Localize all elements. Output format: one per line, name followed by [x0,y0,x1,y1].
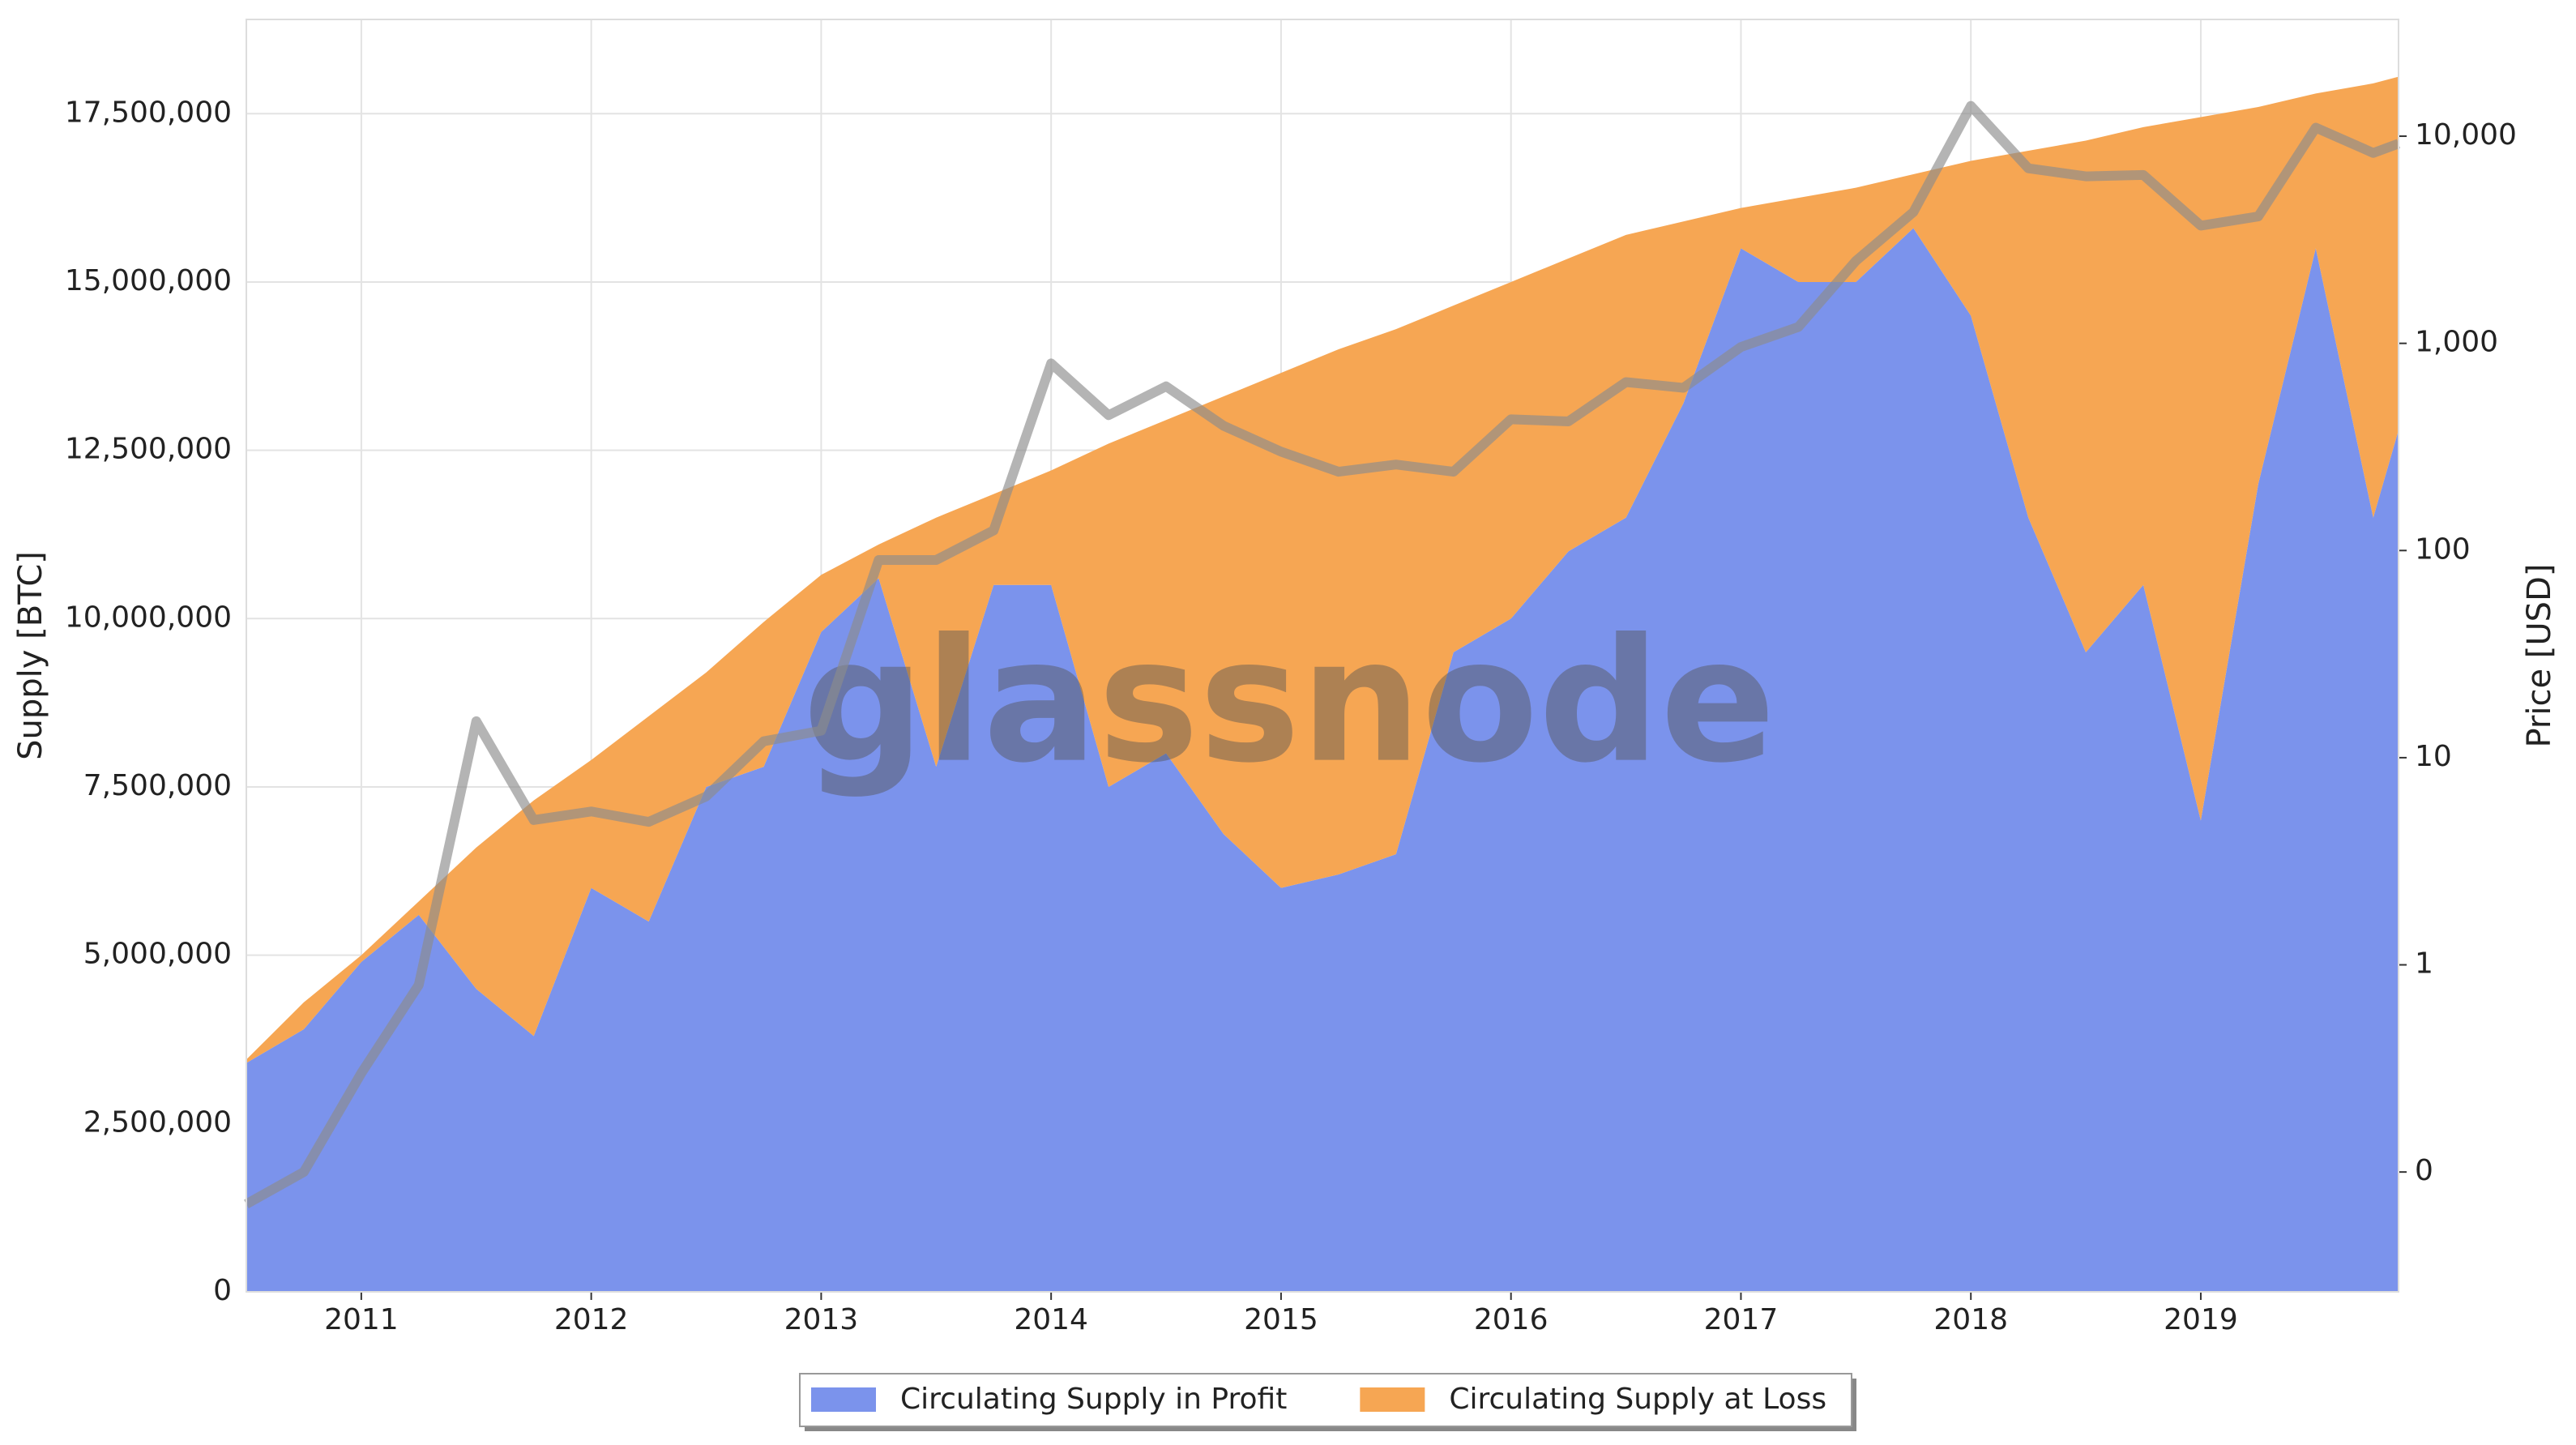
watermark: glassnode [803,602,1776,801]
x-tick-label: 2017 [1704,1303,1779,1336]
price-line [244,100,2401,1208]
y-tick-label: 12,500,000 [65,433,232,466]
y-tick-label: 7,500,000 [83,769,232,802]
legend: Circulating Supply in Profit Circulating … [799,1373,1856,1431]
legend-label: Circulating Supply in Profit [900,1383,1287,1416]
y2-tick-label: 1 [2415,947,2433,981]
area [246,76,2399,1063]
lines [244,100,2401,1208]
x-tick-label: 2012 [554,1303,629,1336]
plot-frame [246,19,2399,1293]
legend-swatch [1360,1387,1425,1412]
y2-tick-label: 10 [2415,740,2452,773]
legend-swatch [811,1387,876,1412]
x-tick-label: 2015 [1244,1303,1318,1336]
legend-label: Circulating Supply at Loss [1449,1383,1826,1416]
x-tick-label: 2019 [2164,1303,2238,1336]
y-tick-label: 2,500,000 [83,1105,232,1139]
y2-tick-label: 1,000 [2415,326,2498,359]
y-tick-label: 15,000,000 [65,264,232,297]
y-tick-label: 0 [213,1274,232,1307]
y2-axis-title: Price [USD] [2521,564,2558,748]
area [246,228,2399,1293]
y-tick-label: 17,500,000 [65,96,232,129]
x-tick-label: 2014 [1014,1303,1088,1336]
y2-tick-label: 0 [2415,1154,2433,1187]
x-tick-label: 2013 [784,1303,859,1336]
x-tick-label: 2018 [1933,1303,2008,1336]
x-tick-label: 2011 [324,1303,399,1336]
areas [246,76,2399,1293]
legend-box [799,1373,1852,1427]
y-tick-label: 10,000,000 [65,601,232,634]
y2-tick-label: 100 [2415,532,2471,566]
y2-tick-label: 10,000 [2415,118,2517,152]
x-tick-label: 2016 [1474,1303,1549,1336]
y-axis-title: Supply [BTC] [12,551,49,760]
y-tick-label: 5,000,000 [83,938,232,971]
